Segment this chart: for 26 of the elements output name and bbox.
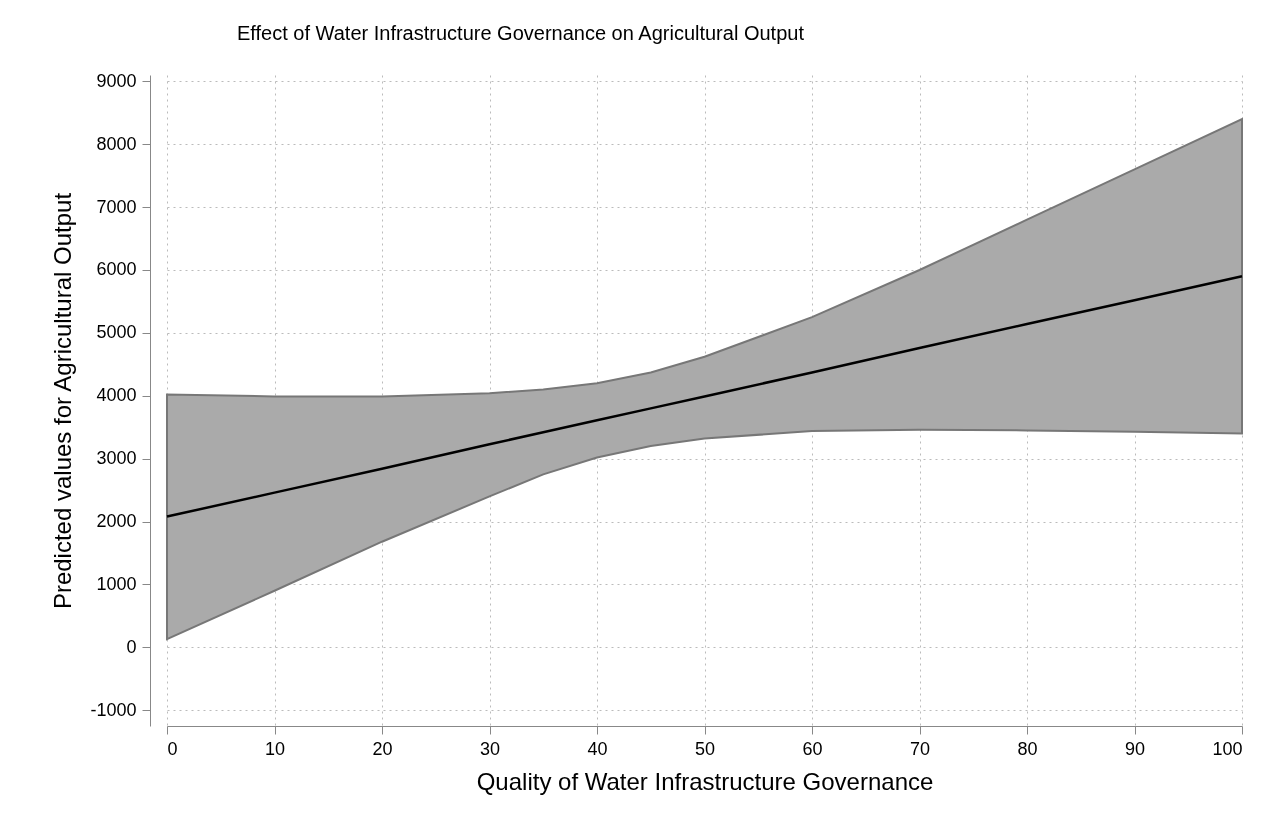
x-tick-label: 50 — [694, 738, 716, 759]
y-tick-label: -1000 — [90, 699, 137, 720]
y-tick-label: 4000 — [96, 385, 137, 406]
x-tick-label: 60 — [802, 738, 823, 759]
x-tick-label: 70 — [909, 738, 931, 759]
chart-title: Effect of Water Infrastructure Governance on Agricultural Output — [237, 22, 805, 45]
y-tick-label: 1000 — [96, 573, 137, 594]
x-tick-label: 20 — [372, 738, 393, 759]
y-tick-label: 9000 — [96, 70, 137, 91]
x-tick-label: 0 — [167, 738, 178, 759]
x-tick-label: 30 — [479, 738, 501, 759]
y-tick-label: 7000 — [96, 196, 137, 217]
y-tick-label: 5000 — [96, 322, 137, 343]
x-tick-label: 90 — [1124, 738, 1146, 759]
y-tick-label: 8000 — [96, 133, 137, 154]
y-tick-label: 3000 — [96, 448, 137, 469]
y-tick-label: 6000 — [96, 259, 137, 280]
y-axis-title: Predicted values for Agricultural Output — [49, 192, 77, 610]
x-tick-label: 80 — [1017, 738, 1038, 759]
line-series — [165, 275, 1244, 518]
x-tick-label: 10 — [264, 738, 286, 759]
y-tick-label: 2000 — [96, 511, 137, 532]
y-tick-label: 0 — [126, 636, 137, 657]
x-tick-label: 100 — [1212, 738, 1243, 759]
x-axis-title: Quality of Water Infrastructure Governance — [476, 767, 934, 795]
x-tick-label: 40 — [587, 738, 608, 759]
